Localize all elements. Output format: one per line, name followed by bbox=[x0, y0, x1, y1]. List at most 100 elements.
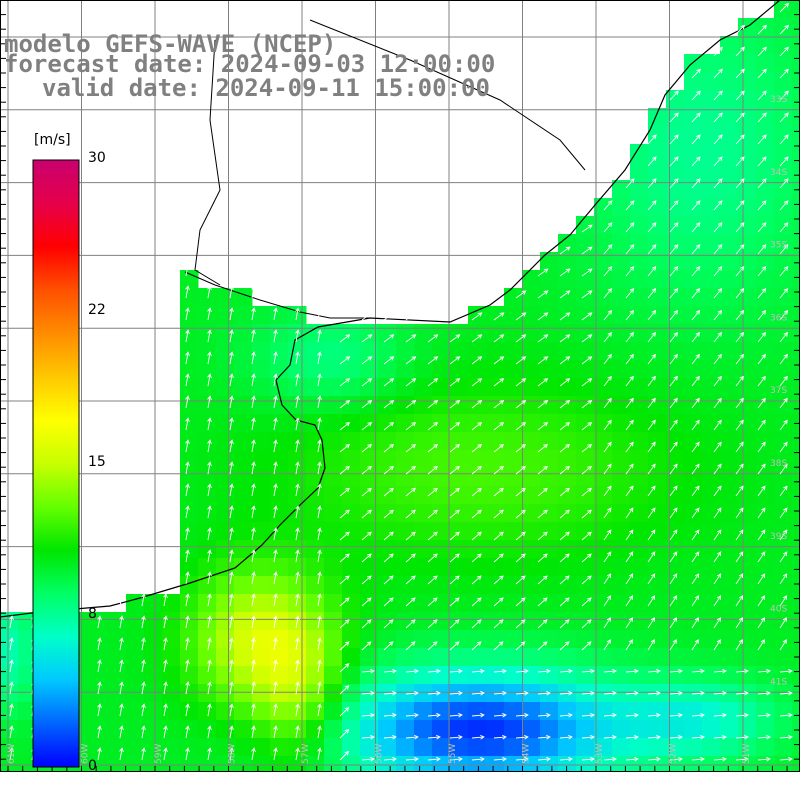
wind-cell bbox=[756, 360, 775, 379]
wind-arrow bbox=[449, 575, 460, 585]
lat-label: 35S bbox=[770, 241, 787, 251]
wind-cell bbox=[162, 666, 181, 685]
wind-cell bbox=[648, 576, 667, 595]
wind-arrow bbox=[779, 397, 788, 409]
wind-arrow bbox=[493, 690, 507, 696]
wind-cell bbox=[414, 450, 433, 469]
land-border bbox=[309, 19, 586, 171]
wind-cell bbox=[720, 594, 739, 613]
wind-cell bbox=[774, 684, 793, 703]
wind-cell bbox=[702, 702, 721, 721]
wind-arrow bbox=[713, 668, 727, 674]
wind-cell bbox=[144, 612, 163, 631]
wind-arrow bbox=[449, 334, 461, 343]
wind-cell bbox=[306, 342, 325, 361]
wind-cell bbox=[612, 198, 631, 217]
wind-cell bbox=[324, 522, 343, 541]
wind-cell bbox=[234, 594, 253, 613]
wind-arrow bbox=[779, 463, 788, 475]
wind-cell bbox=[126, 738, 145, 757]
wind-cell bbox=[378, 504, 397, 523]
wind-arrow bbox=[295, 571, 300, 585]
wind-cell bbox=[504, 612, 523, 631]
wind-cell bbox=[324, 378, 343, 397]
wind-cell bbox=[522, 540, 541, 559]
wind-arrow bbox=[405, 312, 417, 321]
wind-cell bbox=[648, 306, 667, 325]
wind-cell bbox=[576, 414, 595, 433]
wind-cell bbox=[756, 648, 775, 667]
wind-cell bbox=[720, 324, 739, 343]
wind-cell bbox=[738, 666, 757, 685]
wind-cell bbox=[792, 324, 800, 343]
wind-cell bbox=[396, 432, 415, 451]
wind-arrow bbox=[757, 68, 767, 79]
wind-cell bbox=[684, 540, 703, 559]
wind-cell bbox=[738, 18, 757, 37]
wind-cell bbox=[792, 0, 800, 19]
wind-cell bbox=[198, 648, 217, 667]
wind-arrow bbox=[383, 668, 397, 674]
lat-label: 37S bbox=[770, 386, 787, 396]
wind-arrow bbox=[713, 178, 723, 189]
wind-arrow bbox=[317, 571, 322, 585]
wind-cell bbox=[720, 234, 739, 253]
wind-arrow bbox=[779, 134, 789, 145]
wind-cell bbox=[612, 288, 631, 307]
wind-cell bbox=[180, 738, 199, 757]
wind-cell bbox=[252, 612, 271, 631]
wind-arrow bbox=[383, 712, 397, 718]
wind-cell bbox=[774, 288, 793, 307]
wind-cell bbox=[306, 666, 325, 685]
wind-arrow bbox=[251, 681, 256, 695]
wind-arrow bbox=[251, 659, 256, 673]
wind-cell bbox=[342, 576, 361, 595]
wind-cell bbox=[684, 432, 703, 451]
wind-cell bbox=[306, 540, 325, 559]
wind-arrow bbox=[471, 690, 485, 696]
wind-cell bbox=[648, 450, 667, 469]
wind-cell bbox=[234, 540, 253, 559]
wind-arrow bbox=[207, 527, 212, 541]
wind-cell bbox=[702, 234, 721, 253]
wind-cell bbox=[558, 450, 577, 469]
wind-cell bbox=[432, 630, 451, 649]
wind-cell bbox=[702, 540, 721, 559]
wind-cell bbox=[720, 684, 739, 703]
wind-cell bbox=[414, 522, 433, 541]
wind-cell bbox=[180, 540, 199, 559]
wind-arrow bbox=[251, 329, 256, 343]
wind-arrow bbox=[295, 527, 300, 541]
wind-cell bbox=[756, 234, 775, 253]
wind-cell bbox=[0, 666, 19, 685]
wind-cell bbox=[720, 540, 739, 559]
wind-cell bbox=[666, 180, 685, 199]
wind-arrow bbox=[625, 353, 634, 365]
wind-cell bbox=[270, 486, 289, 505]
wind-cell bbox=[252, 720, 271, 739]
wind-arrow bbox=[559, 312, 571, 321]
wind-cell bbox=[180, 414, 199, 433]
wind-arrow bbox=[361, 619, 372, 629]
wind-cell bbox=[648, 630, 667, 649]
wind-cell bbox=[792, 18, 800, 37]
wind-arrow bbox=[757, 617, 766, 629]
wind-arrow bbox=[163, 637, 168, 651]
wind-arrow bbox=[581, 356, 593, 365]
wind-cell bbox=[756, 594, 775, 613]
wind-arrow bbox=[295, 461, 300, 475]
wind-arrow bbox=[383, 465, 395, 475]
wind-arrow bbox=[119, 681, 124, 695]
wind-cell bbox=[684, 720, 703, 739]
wind-arrow bbox=[757, 90, 767, 101]
wind-cell bbox=[432, 738, 451, 757]
wind-arrow bbox=[119, 725, 124, 739]
wind-cell bbox=[252, 360, 271, 379]
wind-arrow bbox=[735, 551, 744, 563]
wind-cell bbox=[108, 630, 127, 649]
wind-cell bbox=[612, 666, 631, 685]
wind-cell bbox=[792, 198, 800, 217]
wind-cell bbox=[270, 324, 289, 343]
wind-cell bbox=[792, 180, 800, 199]
